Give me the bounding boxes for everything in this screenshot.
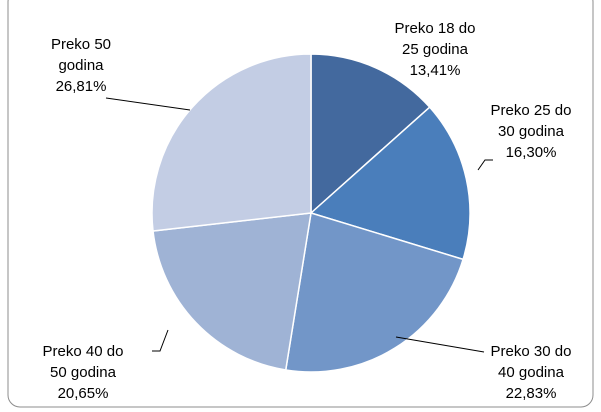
leader-line bbox=[105, 97, 191, 111]
slice-label: Preko 25 do 30 godina 16,30% bbox=[484, 100, 578, 163]
category-label: Preko 40 do 50 godina bbox=[42, 343, 124, 381]
value-label: 22,83% bbox=[505, 385, 557, 402]
pie-slice bbox=[151, 53, 312, 232]
leader-line bbox=[395, 336, 485, 353]
category-label: Preko 18 do 25 godina bbox=[394, 20, 476, 58]
pie-slice bbox=[310, 53, 431, 215]
pie-slice bbox=[152, 212, 312, 371]
value-label: 16,30% bbox=[505, 144, 557, 161]
pie-slice bbox=[284, 212, 465, 373]
slice-label: Preko 30 do 40 godina 22,83% bbox=[484, 341, 578, 404]
slice-label: Preko 40 do 50 godina 20,65% bbox=[36, 341, 130, 404]
slice-label: Preko 50 godina 26,81% bbox=[34, 34, 128, 97]
leader-line bbox=[152, 329, 169, 352]
value-label: 13,41% bbox=[409, 62, 461, 79]
value-label: 20,65% bbox=[57, 385, 109, 402]
category-label: Preko 30 do 40 godina bbox=[490, 343, 572, 381]
leader-line bbox=[477, 159, 493, 171]
value-label: 26,81% bbox=[55, 78, 107, 95]
category-label: Preko 25 do 30 godina bbox=[490, 102, 572, 140]
slice-label: Preko 18 do 25 godina 13,41% bbox=[388, 18, 482, 81]
slices bbox=[151, 53, 471, 373]
category-label: Preko 50 godina bbox=[50, 36, 112, 74]
pie-slice bbox=[309, 106, 471, 261]
